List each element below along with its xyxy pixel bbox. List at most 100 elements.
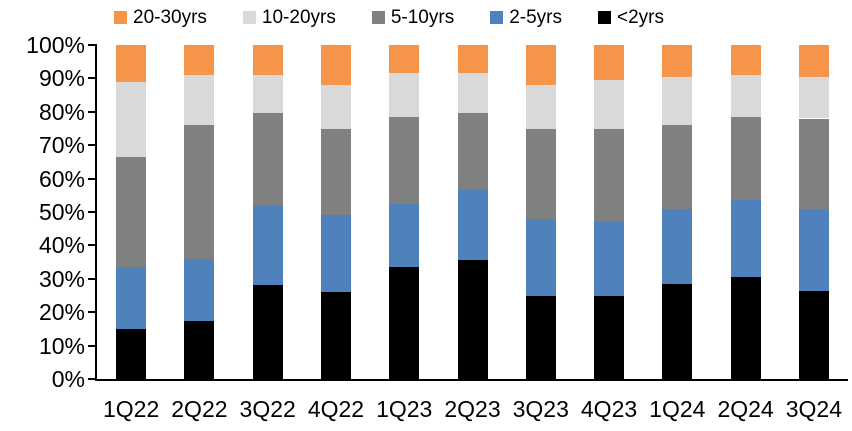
bar-stack-2q24: [730, 45, 761, 379]
legend-swatch-2-5yrs: [490, 10, 504, 24]
x-axis-category-label: 3Q22: [239, 396, 296, 422]
bar-stack-1q22: [116, 45, 147, 379]
legend-swatch-20-30yrs: [114, 10, 127, 24]
y-axis-tick: [88, 177, 97, 180]
y-axis-tick-label: 90%: [38, 65, 85, 92]
x-axis-category-label: 3Q23: [512, 396, 569, 422]
y-axis-tick: [88, 277, 97, 280]
bar-segment-5-10yrs: [184, 125, 215, 259]
bar-segment-2yrs: [594, 295, 625, 379]
legend-label: 2-5yrs: [509, 6, 562, 28]
y-axis-tick-label: 30%: [38, 265, 85, 292]
bar-segment-2yrs: [320, 292, 351, 379]
bar-segment-2yrs: [457, 260, 488, 379]
y-axis-tick-label: 80%: [38, 98, 85, 125]
bar-segment-2-5yrs: [116, 267, 147, 329]
bar-segment-20-30yrs: [252, 45, 283, 76]
bar-stack-4q23: [594, 45, 625, 379]
legend-item-20-30yrs: 20-30yrs: [114, 8, 207, 27]
y-axis-tick: [88, 144, 97, 147]
bar-segment-10-20yrs: [594, 80, 625, 129]
bar-stack-4q22: [320, 45, 351, 379]
bar-stack-3q24: [798, 45, 829, 379]
x-axis-category-label: 1Q22: [103, 396, 160, 422]
bar-stack-2q22: [184, 45, 215, 379]
bar-segment-10-20yrs: [730, 75, 761, 117]
bar-segment-2-5yrs: [389, 203, 420, 268]
bar-segment-20-30yrs: [184, 45, 215, 76]
bar-segment-10-20yrs: [457, 73, 488, 114]
x-axis-category-label: 2Q23: [444, 396, 501, 422]
y-axis-tick-label: 10%: [38, 332, 85, 359]
bar-segment-5-10yrs: [457, 113, 488, 191]
y-axis-tick: [88, 44, 97, 46]
bar-segment-10-20yrs: [116, 81, 147, 157]
bar-segment-5-10yrs: [389, 116, 420, 204]
y-axis-tick-label: 0%: [51, 366, 85, 392]
bar-segment-20-30yrs: [730, 45, 761, 76]
bar-segment-2yrs: [252, 285, 283, 379]
legend-swatch-10-20yrs: [242, 10, 256, 24]
bar-segment-2yrs: [184, 320, 215, 379]
bar-segment-20-30yrs: [662, 45, 693, 77]
bar-segment-10-20yrs: [252, 75, 283, 114]
legend-swatch-5-10yrs: [371, 10, 385, 24]
legend-swatch-2yrs: [598, 10, 611, 24]
bar-segment-2yrs: [389, 267, 420, 379]
bar-segment-2-5yrs: [184, 258, 215, 321]
bar-segment-2-5yrs: [252, 205, 283, 286]
legend-label: 20-30yrs: [133, 6, 207, 28]
y-axis-tick: [88, 77, 97, 80]
x-axis-category-label: 2Q22: [171, 396, 228, 422]
y-axis-tick-label: 40%: [38, 232, 85, 259]
bar-segment-2yrs: [116, 328, 147, 379]
bar-segment-20-30yrs: [389, 45, 420, 74]
bar-segment-5-10yrs: [320, 128, 351, 216]
legend-item-5-10yrs: 5-10yrs: [371, 6, 455, 28]
x-axis-labels: 1Q22 2Q22 3Q22 4Q22 1Q23 2Q23 3Q23 4Q23 1Q24 2Q24…: [97, 396, 848, 424]
x-axis-category-label: 1Q24: [649, 396, 706, 422]
bar-segment-20-30yrs: [594, 45, 625, 81]
bar-segment-10-20yrs: [662, 76, 693, 126]
y-axis-tick: [88, 378, 97, 380]
bar-segment-2yrs: [662, 283, 693, 379]
bar-segment-5-10yrs: [798, 118, 829, 209]
bar-segment-5-10yrs: [525, 128, 556, 219]
bar-segment-2-5yrs: [525, 218, 556, 296]
bar-segment-2-5yrs: [457, 190, 488, 261]
bar-stack-1q24: [662, 45, 693, 379]
bar-segment-20-30yrs: [457, 45, 488, 74]
bar-segment-20-30yrs: [320, 45, 351, 86]
x-axis-category-label: 4Q22: [307, 396, 365, 422]
legend-item-10-20yrs: 10-20yrs: [242, 6, 336, 28]
bar-stack-1q23: [389, 45, 420, 379]
bar-segment-10-20yrs: [798, 76, 829, 119]
bar-segment-5-10yrs: [252, 113, 283, 206]
y-axis-tick: [88, 211, 97, 213]
y-axis-tick: [88, 311, 97, 314]
bar-segment-2-5yrs: [662, 208, 693, 284]
bar-segment-20-30yrs: [116, 45, 147, 82]
bar-segment-2-5yrs: [594, 222, 625, 296]
x-axis-category-label: 3Q24: [785, 396, 842, 422]
bar-segment-2yrs: [798, 290, 829, 379]
bar-segment-10-20yrs: [525, 85, 556, 129]
bar-stack-3q23: [525, 45, 556, 379]
chart-legend: 20-30yrs 10-20yrs 5-10yrs 2-5yrs <2yrs: [114, 4, 664, 30]
bar-segment-5-10yrs: [730, 116, 761, 201]
legend-label: 10-20yrs: [261, 6, 336, 28]
y-axis-tick: [88, 344, 97, 347]
bar-segment-10-20yrs: [184, 75, 215, 126]
bar-segment-5-10yrs: [662, 125, 693, 209]
y-axis-tick-label: 50%: [38, 199, 85, 225]
legend-label: 5-10yrs: [390, 6, 455, 28]
y-axis-tick-label: 70%: [38, 132, 85, 159]
legend-item-2-5yrs: 2-5yrs: [490, 8, 562, 27]
bar-segment-20-30yrs: [525, 45, 556, 86]
y-axis-tick-label: 100%: [26, 32, 85, 58]
bar-segment-20-30yrs: [798, 45, 829, 77]
bar-segment-2yrs: [730, 277, 761, 379]
bar-segment-5-10yrs: [116, 156, 147, 268]
y-axis-tick-label: 20%: [38, 299, 85, 326]
